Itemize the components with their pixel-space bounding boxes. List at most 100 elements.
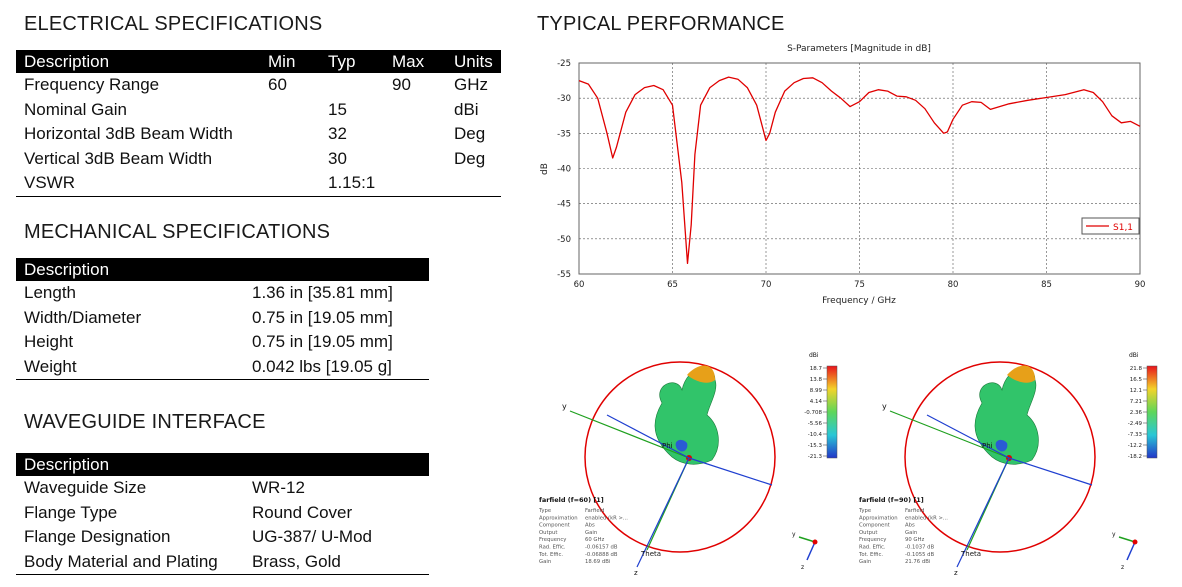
column-header: Units: [446, 50, 501, 73]
table-cell: 15: [328, 99, 347, 119]
y-axis-label: dB: [540, 163, 550, 175]
main-beam-peak: [687, 365, 715, 383]
colorbar-tick-label: 4.14: [810, 399, 823, 405]
info-key: Output: [859, 530, 877, 536]
table-cell: [260, 122, 320, 147]
main-beam-peak: [1007, 365, 1035, 383]
column-header: Description: [16, 453, 429, 476]
info-key: Frequency: [859, 537, 886, 543]
colorbar-tick-label: 13.8: [810, 377, 823, 383]
table-cell: VSWR: [16, 171, 260, 197]
info-key: Gain: [539, 559, 551, 565]
table-header-row: Description Min Typ Max Units: [16, 50, 501, 73]
colorbar-unit: dBi: [809, 352, 819, 359]
colorbar-tick-label: -12.2: [1128, 443, 1142, 449]
triad-label-z: z: [1121, 564, 1124, 571]
series-line-s11: [578, 76, 1141, 265]
axis-label-z: z: [634, 569, 638, 577]
phi-direction-line: [926, 414, 1010, 459]
table-cell: dBi: [454, 99, 479, 119]
table-row: Nominal Gain 15 dBi: [16, 98, 501, 123]
table-row: Vertical 3dB Beam Width 30 Deg: [16, 147, 501, 172]
legend: S1,1: [1081, 217, 1140, 235]
info-key: Tot. Effic.: [538, 552, 563, 558]
colorbar-tick-label: -18.2: [1128, 454, 1142, 460]
triad-label-z: z: [801, 564, 804, 571]
table-row: Width/Diameter 0.75 in [19.05 mm]: [16, 306, 429, 331]
y-tick-label: -55: [557, 270, 571, 280]
z-axis-arrow: [956, 457, 1010, 568]
waveguide-interface-table: Description Waveguide Size WR-12 Flange …: [16, 453, 429, 575]
axis-label-phi: Phi: [982, 442, 993, 450]
column-header: Description: [16, 258, 429, 281]
colorbar-tick-label: -21.3: [808, 454, 823, 460]
info-key: Output: [539, 530, 557, 536]
table-cell: Length: [24, 283, 76, 303]
column-header: Max: [384, 50, 446, 73]
y-axis-arrow: [889, 410, 1010, 459]
info-value: -0.06157 dB: [585, 545, 618, 551]
info-key: Approximation: [539, 515, 578, 521]
colorbar-tick-label: 2.36: [1130, 410, 1143, 416]
info-key: Tot. Effic.: [858, 552, 883, 558]
series-layer: [578, 76, 1141, 265]
info-key: Approximation: [859, 515, 898, 521]
y-tick-label: -45: [557, 200, 571, 210]
info-value: -0.1055 dB: [905, 552, 934, 558]
farfield-title: farfield (f=60) [1]: [539, 496, 604, 504]
table-cell: [446, 171, 501, 197]
colorbar-ticks: 18.7 13.8 8.99 4.14 -0.708 -5.56 -10.4 -15.3 -21…: [804, 366, 827, 460]
axis-label-y: y: [562, 402, 567, 411]
y-tick-label: -25: [557, 59, 571, 69]
info-value: 18.69 dBi: [585, 559, 610, 565]
table-cell: Flange Type: [24, 502, 118, 522]
orientation-triad: y z: [792, 531, 818, 571]
table-cell: Horizontal 3dB Beam Width: [24, 124, 233, 144]
x-tick-label: 65: [667, 280, 678, 290]
x-tick-label: 70: [761, 280, 772, 290]
y-axis-arrow: [569, 410, 690, 459]
colorbar-tick-label: -15.3: [808, 443, 823, 449]
grid-lines: [579, 63, 1140, 274]
table-cell: UG-387/ U-Mod: [252, 527, 372, 547]
x-tick-label: 90: [1135, 280, 1146, 290]
colorbar-tick-label: -2.49: [1128, 421, 1143, 427]
colorbar-tick-label: 7.21: [1130, 399, 1142, 405]
farfield-title: farfield (f=90) [1]: [859, 496, 924, 504]
table-cell: Vertical 3dB Beam Width: [24, 148, 213, 168]
info-value: Gain: [585, 530, 597, 536]
phi-direction-line: [606, 414, 690, 459]
table-row: Horizontal 3dB Beam Width 32 Deg: [16, 122, 501, 147]
table-cell: 0.75 in [19.05 mm]: [252, 332, 393, 352]
colorbar: [1146, 365, 1158, 459]
colorbar-tick-label: -5.56: [808, 421, 823, 427]
colorbar-tick-label: 21.8: [1130, 366, 1143, 372]
info-key: Type: [858, 508, 871, 514]
legend-box: [1081, 217, 1140, 235]
tick-labels: 60 65 70 75 80 85 90 -25 -30 -35 -40 -45 -50 -55: [557, 59, 1145, 290]
info-value: 21.76 dBi: [905, 559, 930, 565]
pattern-null-region: [995, 439, 1008, 452]
info-key: Type: [538, 508, 551, 514]
x-tick-label: 80: [948, 280, 959, 290]
table-cell: Deg: [454, 124, 486, 144]
info-value: Abs: [585, 523, 595, 529]
info-key: Rad. Effic.: [859, 545, 886, 551]
info-key: Frequency: [539, 537, 566, 543]
info-value: -0.06888 dB: [585, 552, 618, 558]
table-row: Flange Designation UG-387/ U-Mod: [16, 525, 429, 550]
colorbar-tick-label: -10.4: [808, 432, 823, 438]
table-header-row: Description: [16, 453, 429, 476]
y-tick-label: -30: [557, 94, 571, 104]
table-cell: [384, 122, 446, 147]
table-cell: Weight: [16, 354, 244, 380]
column-header: Description: [16, 50, 260, 73]
table-row: Weight 0.042 lbs [19.05 g]: [16, 354, 429, 380]
info-value: enabled (kR >...: [905, 515, 948, 521]
colorbar-ticks: 21.8 16.5 12.1 7.21 2.36 -2.49 -7.33 -12.2 -18.2: [1128, 366, 1147, 460]
table-cell: [384, 171, 446, 197]
table-cell: Waveguide Size: [24, 478, 147, 498]
table-row: Body Material and Plating Brass, Gold: [16, 549, 429, 575]
info-value: 90 GHz: [905, 537, 925, 543]
table-cell: [260, 98, 320, 123]
